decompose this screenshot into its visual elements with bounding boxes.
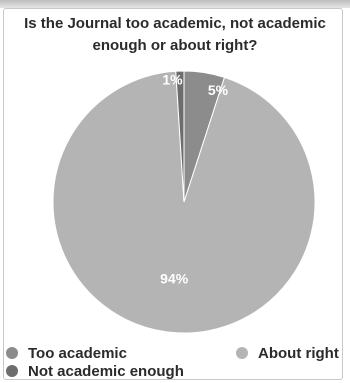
pie-label-about-right: 94% xyxy=(160,271,189,287)
pie-slice-not-academic-enough xyxy=(175,70,185,203)
chart-title: Is the Journal too academic, not academi… xyxy=(24,15,326,54)
pie-label-not-academic-enough: 1% xyxy=(162,71,183,87)
top-band xyxy=(0,0,350,8)
pie-slice-about-right xyxy=(52,70,316,334)
pie-label-too-academic: 5% xyxy=(208,82,229,98)
